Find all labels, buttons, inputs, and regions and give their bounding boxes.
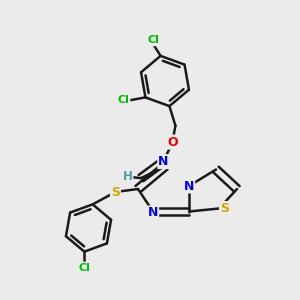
Text: Cl: Cl xyxy=(118,95,130,105)
Text: Cl: Cl xyxy=(147,35,159,45)
Text: N: N xyxy=(158,155,169,168)
Text: N: N xyxy=(184,179,194,193)
Text: O: O xyxy=(167,136,178,148)
Text: S: S xyxy=(111,185,120,199)
Text: S: S xyxy=(220,202,229,215)
Text: Cl: Cl xyxy=(78,262,90,272)
Text: H: H xyxy=(122,170,132,183)
Text: N: N xyxy=(148,206,158,220)
